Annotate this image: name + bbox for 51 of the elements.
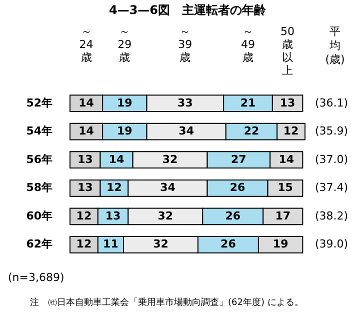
- data-label: 14: [108, 152, 125, 166]
- text: (38.2): [315, 209, 348, 222]
- data-label: 14: [78, 96, 94, 110]
- data-label: 32: [153, 238, 168, 251]
- data-label: 21: [240, 96, 256, 110]
- data-label: 19: [272, 238, 288, 251]
- y-tick-label: 58年: [26, 181, 52, 194]
- text: (35.9): [315, 124, 348, 138]
- text: ～39歳: [178, 25, 192, 64]
- text: ～49歳: [240, 25, 255, 64]
- text: (37.4): [315, 181, 348, 194]
- text: (39.0): [315, 238, 348, 251]
- data-label: 19: [117, 96, 132, 110]
- data-label: 13: [280, 96, 296, 110]
- data-label: 17: [275, 209, 291, 222]
- text: ～29歳: [118, 25, 132, 64]
- data-label: 26: [220, 238, 236, 251]
- data-label: 32: [158, 209, 174, 222]
- data-label: 11: [103, 238, 118, 251]
- data-label: 13: [77, 181, 93, 194]
- data-label: 12: [106, 181, 122, 194]
- data-label: 33: [178, 96, 193, 110]
- data-label: 13: [77, 152, 93, 166]
- y-tick-label: 60年: [26, 209, 52, 222]
- data-label: 19: [117, 124, 132, 138]
- text: 平均(歳): [325, 25, 345, 66]
- series-label: 50歳以上: [280, 25, 295, 77]
- data-label: 26: [230, 181, 246, 194]
- y-tick-label: 56年: [26, 152, 52, 166]
- data-label: 14: [78, 124, 94, 138]
- data-label: 13: [105, 209, 121, 222]
- text: (36.1): [315, 96, 348, 110]
- data-label: 12: [283, 124, 299, 138]
- data-label: 12: [76, 238, 92, 251]
- y-tick-label: 62年: [26, 238, 52, 251]
- text: (37.0): [315, 152, 348, 166]
- text: ～24歳: [79, 25, 94, 64]
- text: 注 ㈳日本自動車工業会「乗用車市場動向調査」(62年度) による。: [30, 297, 304, 308]
- text: (n=3,689): [8, 271, 64, 284]
- data-label: 32: [162, 152, 178, 166]
- data-label: 34: [160, 181, 176, 194]
- y-tick-label: 54年: [26, 124, 52, 138]
- y-tick-label: 52年: [26, 96, 52, 110]
- data-label: 27: [231, 152, 246, 166]
- data-label: 22: [244, 124, 260, 138]
- chart-title: 4—3—6図 主運転者の年齢: [108, 3, 268, 17]
- data-label: 15: [278, 181, 293, 194]
- data-label: 14: [278, 152, 294, 166]
- data-label: 26: [225, 209, 241, 222]
- data-label: 34: [178, 124, 194, 138]
- data-label: 12: [76, 209, 92, 222]
